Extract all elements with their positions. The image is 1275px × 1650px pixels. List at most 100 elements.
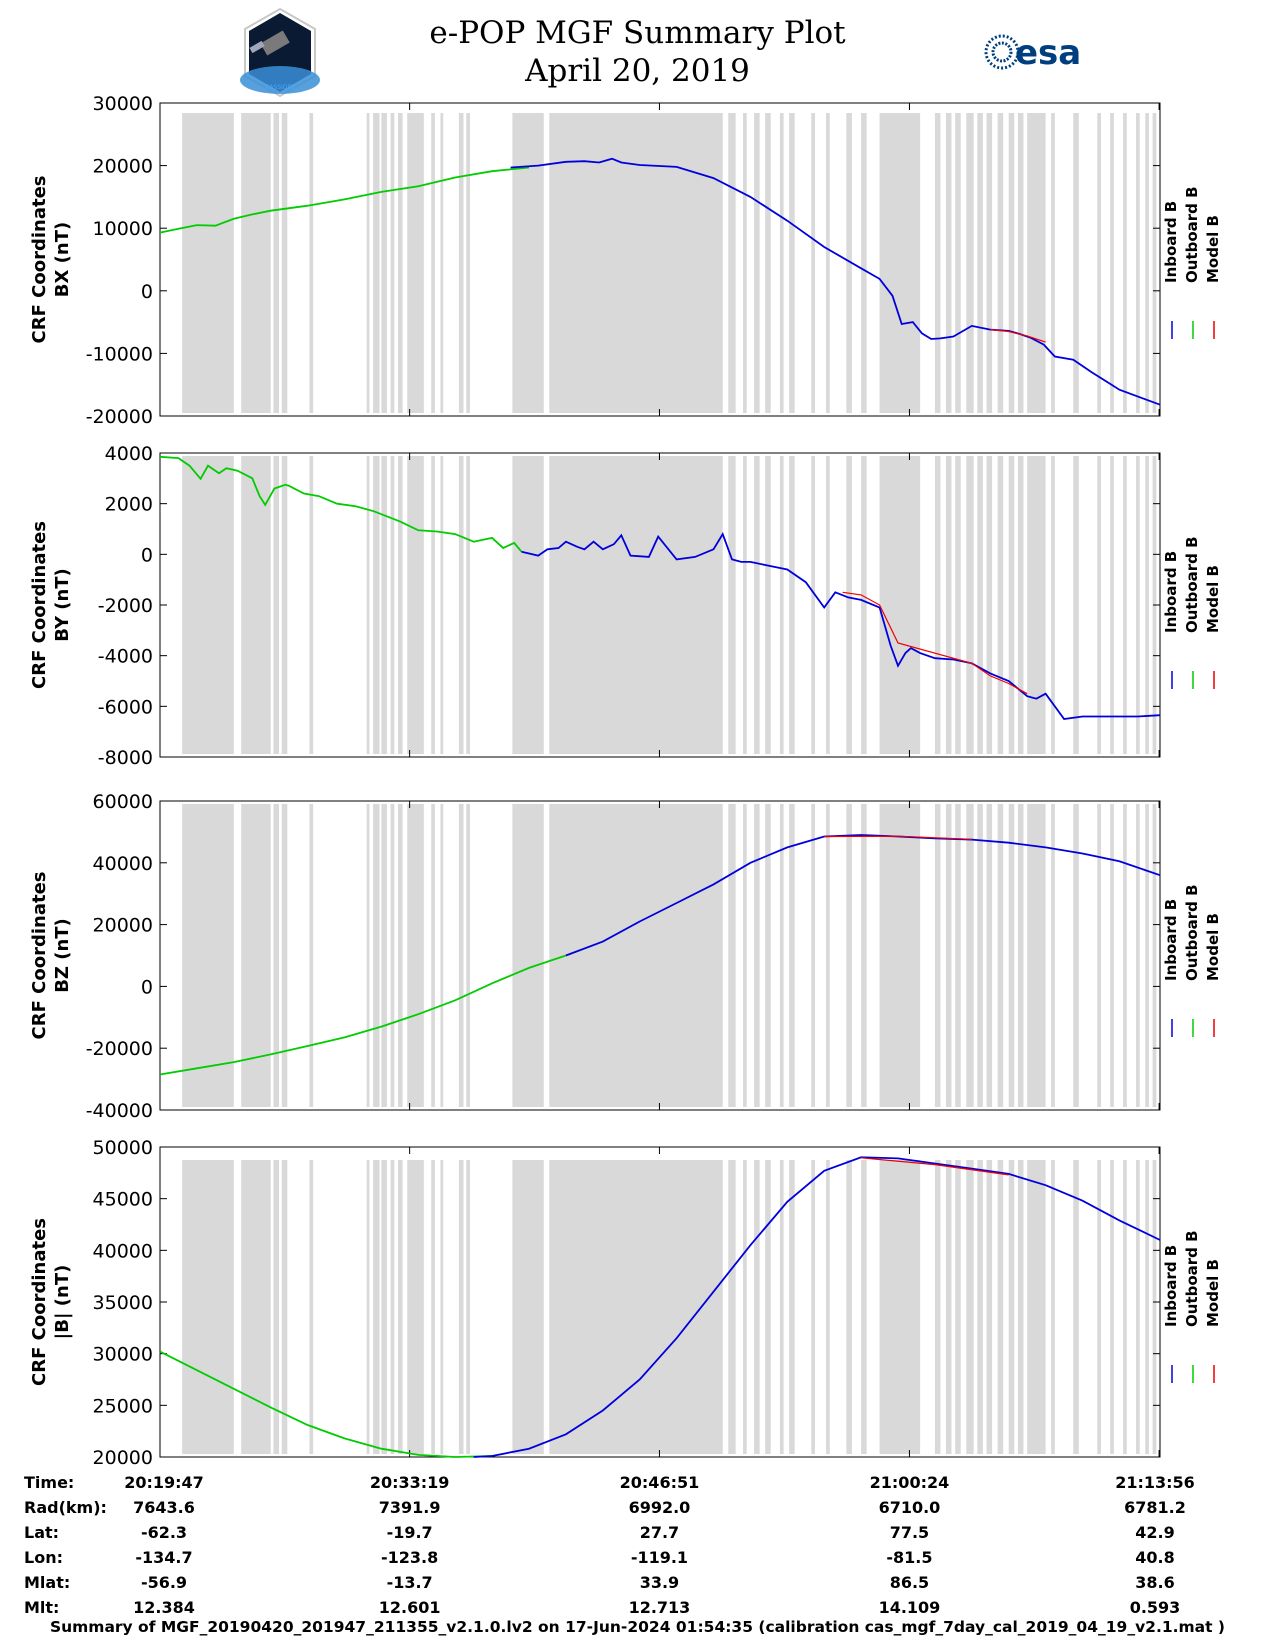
- gap-bar: [1145, 113, 1149, 413]
- y-tick-label: -8000: [98, 747, 153, 769]
- gap-bar: [1073, 804, 1079, 1107]
- gap-bar: [743, 804, 747, 1107]
- gap-bar: [743, 113, 747, 413]
- gap-bar: [398, 1160, 403, 1454]
- gap-bar: [512, 1160, 544, 1454]
- legend: Inboard B Outboard B Model B: [1162, 884, 1222, 1037]
- ephemeris-value: 42.9: [1135, 1523, 1174, 1542]
- gap-bar: [826, 456, 830, 754]
- gap-bar: [381, 113, 387, 413]
- ephemeris-value: 77.5: [890, 1523, 929, 1542]
- gap-bar: [934, 1160, 941, 1454]
- ephemeris-value: 12.713: [629, 1598, 691, 1617]
- gap-bar: [1110, 804, 1114, 1107]
- gap-bar: [846, 113, 852, 413]
- gap-bar: [1051, 1160, 1055, 1454]
- y-tick-label: 50000: [93, 1137, 153, 1159]
- gap-bar: [390, 1160, 395, 1454]
- gap-bar: [241, 113, 271, 413]
- y-tick-label: 30000: [93, 1344, 153, 1366]
- y-axis-label: |B| (nT): [52, 1265, 73, 1340]
- legend-label: Inboard B: [1162, 201, 1180, 283]
- gap-bar: [1110, 456, 1114, 754]
- ephemeris-value: 0.593: [1130, 1598, 1181, 1617]
- ephemeris-value: -81.5: [886, 1548, 932, 1567]
- gap-bar: [986, 456, 993, 754]
- gap-bar: [997, 1160, 1004, 1454]
- gap-bar: [754, 1160, 760, 1454]
- gap-bar: [826, 1160, 830, 1454]
- gap-bar: [861, 113, 867, 413]
- gap-bar: [1097, 1160, 1101, 1454]
- gap-bar: [1008, 1160, 1015, 1454]
- gap-bar: [407, 1160, 424, 1454]
- gap-bar: [407, 456, 424, 754]
- gap-bar: [861, 1160, 867, 1454]
- gap-bar: [1123, 1160, 1127, 1454]
- ephemeris-row-label: Time:: [24, 1473, 74, 1492]
- gap-bar: [728, 1160, 736, 1454]
- gap-bar: [407, 113, 424, 413]
- legend-label: Model B: [1204, 1259, 1222, 1327]
- y-axis-label: CRF Coordinates: [29, 176, 50, 344]
- gap-bar: [281, 113, 288, 413]
- gap-bar: [390, 804, 395, 1107]
- gap-bar: [373, 804, 380, 1107]
- gap-bar: [431, 456, 435, 754]
- ephemeris-value: -123.8: [381, 1548, 438, 1567]
- ephemeris-row-label: Mlt:: [24, 1598, 59, 1617]
- gap-bar: [281, 456, 288, 754]
- y-tick-label: 30000: [93, 93, 153, 115]
- gap-bar: [977, 456, 983, 754]
- inboard-series-line: [473, 1156, 1161, 1458]
- gap-bar: [549, 804, 723, 1107]
- gap-bar: [366, 1160, 370, 1454]
- y-tick-label: 40000: [93, 1240, 153, 1262]
- gap-bar: [273, 804, 280, 1107]
- gap-bar: [512, 804, 544, 1107]
- gap-bar: [879, 1160, 921, 1454]
- gap-bar: [182, 804, 234, 1107]
- gap-bar: [466, 113, 470, 413]
- y-tick-label: 45000: [93, 1189, 153, 1211]
- gap-bar: [273, 456, 280, 754]
- gap-bar: [1097, 804, 1101, 1107]
- gap-bar: [811, 804, 815, 1107]
- ephemeris-value: -134.7: [135, 1548, 192, 1567]
- gap-bar: [779, 113, 784, 413]
- gap-bar: [1073, 456, 1079, 754]
- y-axis-label: CRF Coordinates: [29, 521, 50, 689]
- gap-bar: [182, 113, 234, 413]
- gap-bar: [1051, 804, 1055, 1107]
- gap-bar: [366, 804, 370, 1107]
- ephemeris-value: 12.601: [379, 1598, 441, 1617]
- y-tick-label: -40000: [86, 1100, 153, 1122]
- gap-bar: [466, 1160, 470, 1454]
- ephemeris-value: 6710.0: [879, 1498, 941, 1517]
- gap-bar: [407, 804, 424, 1107]
- gap-bar: [381, 1160, 387, 1454]
- gap-bar: [1027, 1160, 1046, 1454]
- panel-3: 60000 40000 20000 0 -20000 -40000 CRF Coordina…: [29, 791, 1222, 1122]
- gap-bar: [811, 456, 815, 754]
- footer-caption: Summary of MGF_20190420_201947_211355_v2…: [49, 1618, 1226, 1636]
- x-tick-label: 20:19:47: [124, 1473, 204, 1492]
- gap-bar: [861, 456, 867, 754]
- gap-bar: [458, 1160, 464, 1454]
- panel-1: 30000 20000 10000 0 -10000 -20000 CRF Coordina…: [29, 93, 1222, 428]
- gap-bar: [549, 113, 723, 413]
- y-tick-label: 25000: [93, 1395, 153, 1417]
- y-tick-label: 20000: [93, 1447, 153, 1469]
- y-tick-label: 35000: [93, 1292, 153, 1314]
- gap-bar: [1152, 113, 1157, 413]
- gap-bar: [1017, 1160, 1024, 1454]
- gap-bar: [977, 113, 983, 413]
- y-tick-label: -20000: [86, 406, 153, 428]
- gap-bar: [366, 456, 370, 754]
- y-tick-label: 20000: [93, 915, 153, 937]
- gap-bar: [743, 1160, 747, 1454]
- gap-bar: [765, 456, 771, 754]
- gap-bar: [398, 804, 403, 1107]
- gap-bar: [1123, 456, 1127, 754]
